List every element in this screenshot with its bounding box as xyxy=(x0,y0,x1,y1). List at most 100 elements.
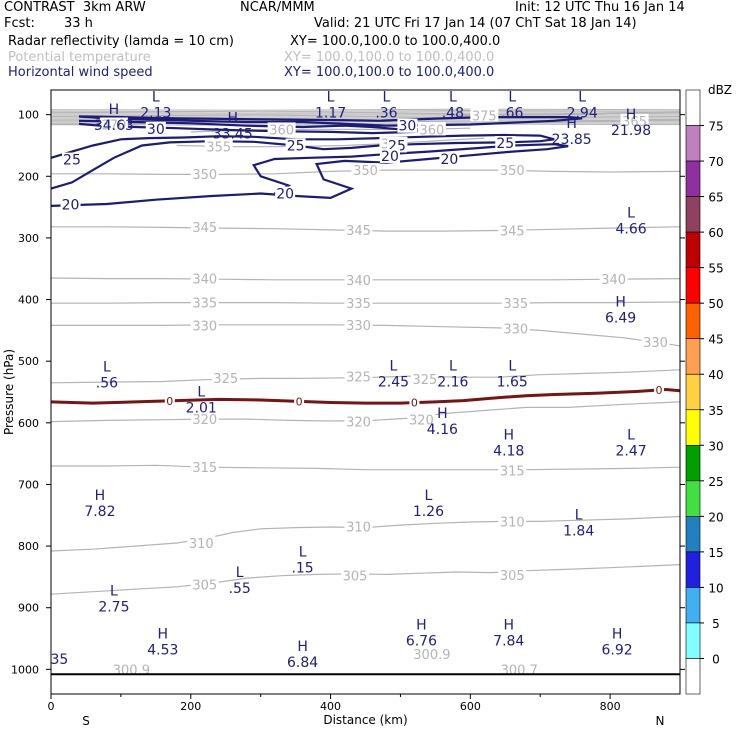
wind-contour-25 xyxy=(50,133,555,190)
colorbar-swatch xyxy=(685,338,701,375)
colorbar-label: 65 xyxy=(708,191,723,205)
wind-label-bg xyxy=(145,121,166,136)
hl-value: 1.84 xyxy=(563,524,594,540)
hl-marker: L xyxy=(578,90,586,106)
theta-label-bg xyxy=(341,568,370,582)
freezing-label: 0 xyxy=(656,384,663,397)
theta-label: 320 xyxy=(409,414,434,429)
colorbar-label: 5 xyxy=(712,617,720,631)
theta-label-bg xyxy=(190,219,219,233)
freezing-label: 0 xyxy=(296,395,303,408)
hl-value: 4.53 xyxy=(147,643,178,659)
freezing-label-bg xyxy=(164,394,175,407)
hl-marker: H xyxy=(626,107,637,123)
theta-label: 335 xyxy=(192,297,217,312)
wind-label-bg xyxy=(61,152,82,167)
hl-marker: L xyxy=(424,488,432,504)
hl-value: 4.66 xyxy=(615,222,646,238)
hl-marker: L xyxy=(236,565,244,581)
hl-value: 7.84 xyxy=(493,633,524,649)
hl-marker: L xyxy=(627,427,635,443)
theta-label-bg xyxy=(190,577,219,591)
freezing-label: 0 xyxy=(411,397,418,410)
colorbar-label: 45 xyxy=(708,333,723,347)
y-axis-label: Pressure (hPa) xyxy=(2,349,16,435)
wind-label: 30 xyxy=(399,119,417,135)
theta-label: 310 xyxy=(189,537,214,552)
hl-marker: H xyxy=(416,617,427,633)
wind-label: 20 xyxy=(276,187,294,203)
hl-marker: H xyxy=(504,427,515,443)
fcst-value: 33 h xyxy=(64,16,93,31)
freezing-label-bg xyxy=(654,383,665,396)
x-tick-label: 800 xyxy=(600,700,621,713)
colorbar-label: 60 xyxy=(708,226,723,240)
theta-label-bg xyxy=(190,318,219,332)
wind-label: 30 xyxy=(147,122,165,138)
y-tick-label: 700 xyxy=(18,478,39,491)
hl-marker: L xyxy=(152,90,160,106)
theta-label: 325 xyxy=(213,372,238,387)
y-tick-label: 1000 xyxy=(11,663,39,676)
hl-value: 4.18 xyxy=(493,443,524,459)
hl-marker: L xyxy=(390,358,398,374)
theta-label: 365 xyxy=(622,115,647,130)
hl-value: 21.98 xyxy=(611,123,651,139)
y-tick-label: 900 xyxy=(18,602,39,615)
theta-label: 370 xyxy=(101,119,126,134)
theta-label-bg xyxy=(190,460,219,474)
hl-value: 2.47 xyxy=(615,443,646,459)
theta-contour-315 xyxy=(51,464,681,471)
hl-value: 7.82 xyxy=(84,504,115,520)
theta-label: 315 xyxy=(192,461,217,476)
hl-value: .56 xyxy=(96,376,118,392)
theta-label: 335 xyxy=(346,297,371,312)
hl-marker: H xyxy=(437,406,448,422)
y-tick-label: 500 xyxy=(18,355,39,368)
x-tick-label: 400 xyxy=(320,700,341,713)
colorbar-swatch xyxy=(685,160,701,197)
x-tick-label: 200 xyxy=(180,700,201,713)
theta-label-bg xyxy=(470,108,499,122)
theta-label-bg xyxy=(620,113,649,127)
wind-contour-35 xyxy=(78,115,583,127)
field-name-reflectivity: Radar reflectivity (lamda = 10 cm) xyxy=(8,34,234,49)
hl-value: .48 xyxy=(442,106,464,122)
south-label: S xyxy=(82,714,90,728)
theta-label-bg xyxy=(417,122,446,136)
theta-label: 360 xyxy=(269,123,294,138)
colorbar-swatch xyxy=(685,516,701,553)
field-xy-wind: XY= 100.0,100.0 to 100.0,400.0 xyxy=(284,65,495,80)
theta-label-bg xyxy=(599,272,628,286)
colorbar-swatch xyxy=(685,231,701,268)
wind-label: 25 xyxy=(287,138,305,154)
theta-label: 330 xyxy=(192,319,217,334)
theta-band-line xyxy=(50,111,681,114)
theta-label-bg xyxy=(501,321,530,335)
theta-label: 345 xyxy=(346,224,371,239)
hl-marker: H xyxy=(612,627,623,643)
theta-label: 310 xyxy=(500,515,525,530)
hl-value: .55 xyxy=(229,581,251,597)
theta-label: 300.9 xyxy=(113,663,150,678)
theta-label-bg xyxy=(351,163,380,177)
freezing-contour xyxy=(50,387,681,405)
theta-label: 300.7 xyxy=(501,663,538,678)
wind-label: 20 xyxy=(440,152,458,168)
theta-label-bg xyxy=(344,222,373,236)
theta-label-bg xyxy=(344,296,373,310)
theta-label: 305 xyxy=(500,569,525,584)
theta-label-bg xyxy=(190,271,219,285)
theta-label: 375 xyxy=(472,109,497,124)
theta-label: 330 xyxy=(503,323,528,338)
hl-value: 2.16 xyxy=(437,374,468,390)
hl-value: 2.94 xyxy=(567,106,598,122)
colorbar-swatch xyxy=(685,373,701,411)
wind-label-bg xyxy=(285,138,306,153)
colorbar-swatch xyxy=(685,444,701,482)
colorbar-label: 40 xyxy=(708,368,723,382)
wind-label-bg xyxy=(379,148,400,163)
hl-value: 35 xyxy=(50,652,68,668)
